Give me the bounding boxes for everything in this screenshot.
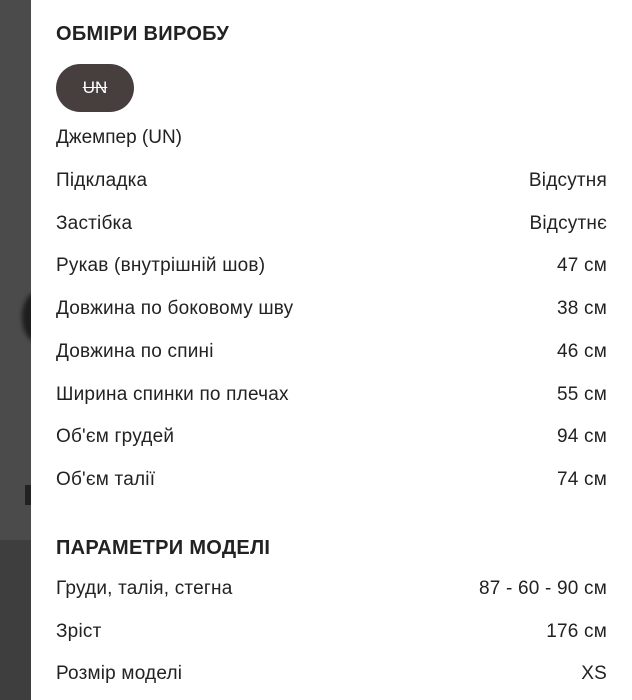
row-label: Довжина по боковому шву xyxy=(56,298,294,320)
measurement-row: Застібка Відсутнє xyxy=(56,213,607,237)
row-value: Відсутня xyxy=(528,170,607,191)
row-label: Довжина по спині xyxy=(56,340,214,362)
size-info-panel: ОБМІРИ ВИРОБУ UN Джемпер (UN) Підкладка В… xyxy=(31,0,632,700)
row-value: XS xyxy=(581,663,607,685)
backdrop-overlay[interactable] xyxy=(0,0,31,540)
row-label: Підкладка xyxy=(56,170,148,191)
measurement-row: Довжина по боковому шву 38 см xyxy=(56,298,607,322)
row-label: Рукав (внутрішній шов) xyxy=(56,255,266,277)
measurement-row: Розмір моделі XS xyxy=(56,663,607,687)
row-label: Об'єм грудей xyxy=(56,426,175,448)
row-value: 47 см xyxy=(557,255,607,277)
product-name: Джемпер (UN) xyxy=(56,127,183,148)
row-value: 55 см xyxy=(557,383,607,405)
measurement-row: Довжина по спині 46 см xyxy=(56,341,607,365)
measurement-row: Зріст 176 см xyxy=(56,621,607,645)
measurements-title: ОБМІРИ ВИРОБУ xyxy=(56,23,230,45)
row-label: Застібка xyxy=(56,212,133,234)
row-value: 46 см xyxy=(557,340,607,362)
backdrop-shape xyxy=(25,485,31,505)
measurement-row: Груди, талія, стегна 87 - 60 - 90 см xyxy=(56,578,607,602)
row-value: 176 см xyxy=(546,620,607,642)
row-value: 74 см xyxy=(557,468,607,490)
model-params-title: ПАРАМЕТРИ МОДЕЛІ xyxy=(56,537,271,559)
backdrop-overlay-lower[interactable] xyxy=(0,540,31,700)
row-value: 38 см xyxy=(557,298,607,320)
measurement-row: Об'єм грудей 94 см xyxy=(56,426,607,450)
measurement-row: Підкладка Відсутня xyxy=(56,170,607,194)
row-label: Об'єм талії xyxy=(56,468,156,490)
row-label: Розмір моделі xyxy=(56,663,183,685)
row-label: Ширина спинки по плечах xyxy=(56,383,289,405)
row-label: Зріст xyxy=(56,620,102,642)
measurement-row: Рукав (внутрішній шов) 47 см xyxy=(56,255,607,279)
row-label: Груди, талія, стегна xyxy=(56,578,233,599)
row-value: 94 см xyxy=(557,426,607,448)
row-value: 87 - 60 - 90 см xyxy=(478,578,607,599)
size-chip-un[interactable]: UN xyxy=(56,64,134,112)
measurement-row: Ширина спинки по плечах 55 см xyxy=(56,384,607,408)
measurement-row: Об'єм талії 74 см xyxy=(56,469,607,493)
row-value: Відсутнє xyxy=(529,212,607,234)
